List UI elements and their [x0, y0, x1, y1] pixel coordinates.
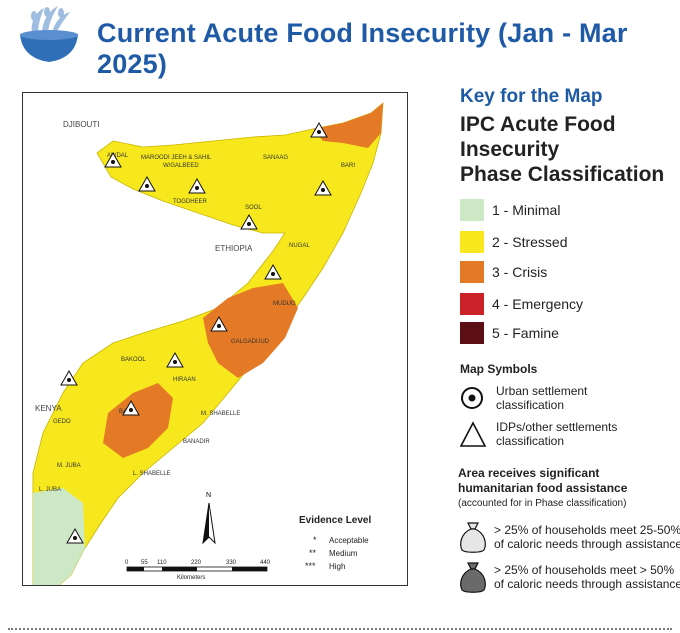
svg-text:Acceptable: Acceptable [329, 536, 369, 545]
djibouti-label: DJIBOUTI [63, 120, 99, 129]
svg-text:440: 440 [260, 560, 271, 566]
idp-marker [166, 351, 184, 368]
region-sanaag: SANAAG [263, 155, 288, 161]
assistance-dark-label: > 25% of households meet > 50% of calori… [494, 563, 680, 591]
region-togdheer: TOGDHEER [173, 199, 208, 205]
bay-crisis-area [103, 383, 173, 458]
assistance-note: (accounted for in Phase classification) [458, 498, 627, 509]
idp-marker [188, 177, 206, 194]
key-title-line: Phase Classification [460, 163, 665, 186]
idp-settlement-label: IDPs/other settlements classification [496, 420, 618, 448]
map-canvas: DJIBOUTI ETHIOPIA KENYA AWDAL MAROODI JE… [32, 102, 384, 585]
phase-5-swatch [460, 322, 484, 344]
region-sool: SOOL [245, 205, 262, 211]
legend-phase-5: 5 - Famine [460, 322, 559, 344]
mudug-crisis-area [203, 283, 298, 378]
region-awdal: AWDAL [107, 153, 129, 159]
region-mudug: MUDUG [273, 301, 296, 307]
settlement-symbols [60, 121, 332, 544]
symbol-urban: Urban settlement classification [460, 384, 636, 414]
urban-settlement-label: Urban settlement classification [496, 384, 588, 412]
wheat-bowl-icon [20, 6, 78, 62]
key-heading: Key for the Map [460, 86, 603, 107]
region-bakool: BAKOOL [121, 357, 146, 363]
assistance-light: > 25% of households meet 25-50% of calor… [458, 520, 680, 554]
phase-5-label: 5 - Famine [492, 325, 559, 341]
north-arrow: N [202, 492, 216, 545]
svg-text:***: *** [305, 561, 316, 571]
svg-text:220: 220 [191, 560, 202, 566]
idp-marker [66, 527, 84, 544]
page-title: Current Acute Food Insecurity (Jan - Mar… [97, 18, 628, 79]
legend-phase-4: 4 - Emergency [460, 293, 583, 315]
idp-marker [264, 263, 282, 280]
region-bari: BARI [341, 163, 355, 169]
dark-bag-icon [460, 562, 486, 593]
svg-text:High: High [329, 562, 345, 571]
key-title-line: IPC Acute Food [460, 113, 616, 136]
ethiopia-label: ETHIOPIA [215, 244, 253, 253]
assistance-title: Area receives significant humanitarian f… [458, 466, 678, 511]
phase-3-swatch [460, 261, 484, 283]
svg-text:Medium: Medium [329, 549, 358, 558]
header: Current Acute Food Insecurity (Jan - Mar… [0, 0, 680, 79]
region-mshabelle: M. SHABELLE [201, 411, 240, 417]
phase-4-label: 4 - Emergency [492, 296, 584, 312]
idp-marker [310, 121, 328, 138]
light-bag-icon [460, 522, 486, 553]
assistance-dark: > 25% of households meet > 50% of calori… [458, 560, 680, 594]
svg-text:N: N [206, 492, 211, 499]
region-ljuba: L. JUBA [39, 487, 61, 493]
svg-text:**: ** [309, 548, 317, 558]
region-nugal: NUGAL [289, 243, 310, 249]
phase-2-label: 2 - Stressed [492, 234, 568, 250]
idp-marker [122, 399, 140, 416]
phase-2-swatch [460, 231, 484, 253]
symbol-idp: IDPs/other settlements classification [460, 420, 636, 450]
kenya-label: KENYA [35, 404, 62, 413]
phase-1-label: 1 - Minimal [492, 202, 561, 218]
svg-text:55: 55 [141, 560, 148, 566]
urban-settlement-icon [461, 387, 483, 409]
region-mjuba: M. JUBA [57, 463, 81, 469]
svg-text:*: * [313, 535, 317, 545]
region-banadir: BANADIR [183, 439, 210, 445]
idp-settlement-icon [460, 421, 487, 447]
region-lshabelle: L. SHABELLE [133, 471, 171, 477]
idp-marker [138, 175, 156, 192]
footer-divider [8, 628, 672, 630]
somalia-ipc-map: DJIBOUTI ETHIOPIA KENYA AWDAL MAROODI JE… [22, 92, 408, 586]
svg-text:Evidence Level: Evidence Level [299, 515, 371, 526]
idp-marker [240, 213, 258, 230]
phase-4-swatch [460, 293, 484, 315]
idp-marker [104, 151, 122, 168]
idp-marker [314, 179, 332, 196]
svg-text:0: 0 [125, 560, 129, 566]
region-wgalbeed: W/GALBEED [163, 163, 199, 169]
region-galgaduud: GALGADUUD [231, 339, 270, 345]
region-hiraan: HIRAAN [173, 377, 196, 383]
phase-1-swatch [460, 199, 484, 221]
svg-text:Kilometers: Kilometers [177, 575, 205, 581]
idp-marker [60, 369, 78, 386]
legend-phase-1: 1 - Minimal [460, 199, 560, 221]
scale-bar: 0 55 110 220 330 440 Kilometers [125, 560, 271, 581]
svg-text:110: 110 [157, 560, 167, 566]
evidence-legend: Evidence Level * Acceptable ** Medium **… [299, 515, 371, 571]
phase-3-label: 3 - Crisis [492, 264, 548, 280]
key-title: IPC Acute Food Insecurity Phase Classifi… [460, 112, 675, 187]
key-title-line: Insecurity [460, 138, 560, 161]
assistance-title-text: Area receives significant humanitarian f… [458, 466, 628, 495]
idp-marker [210, 315, 228, 332]
assistance-light-label: > 25% of households meet 25-50% of calor… [494, 523, 680, 551]
legend-phase-2: 2 - Stressed [460, 231, 567, 253]
bari-crisis-area [313, 103, 383, 148]
symbols-title: Map Symbols [460, 362, 538, 376]
svg-text:330: 330 [226, 560, 237, 566]
legend-phase-3: 3 - Crisis [460, 261, 547, 283]
region-gedo: GEDO [53, 419, 71, 425]
juba-minimal-area [33, 488, 85, 585]
region-maroodi: MAROODI JEEH & SAHIL [141, 155, 212, 161]
map-key: Key for the Map IPC Acute Food Insecurit… [460, 86, 675, 187]
